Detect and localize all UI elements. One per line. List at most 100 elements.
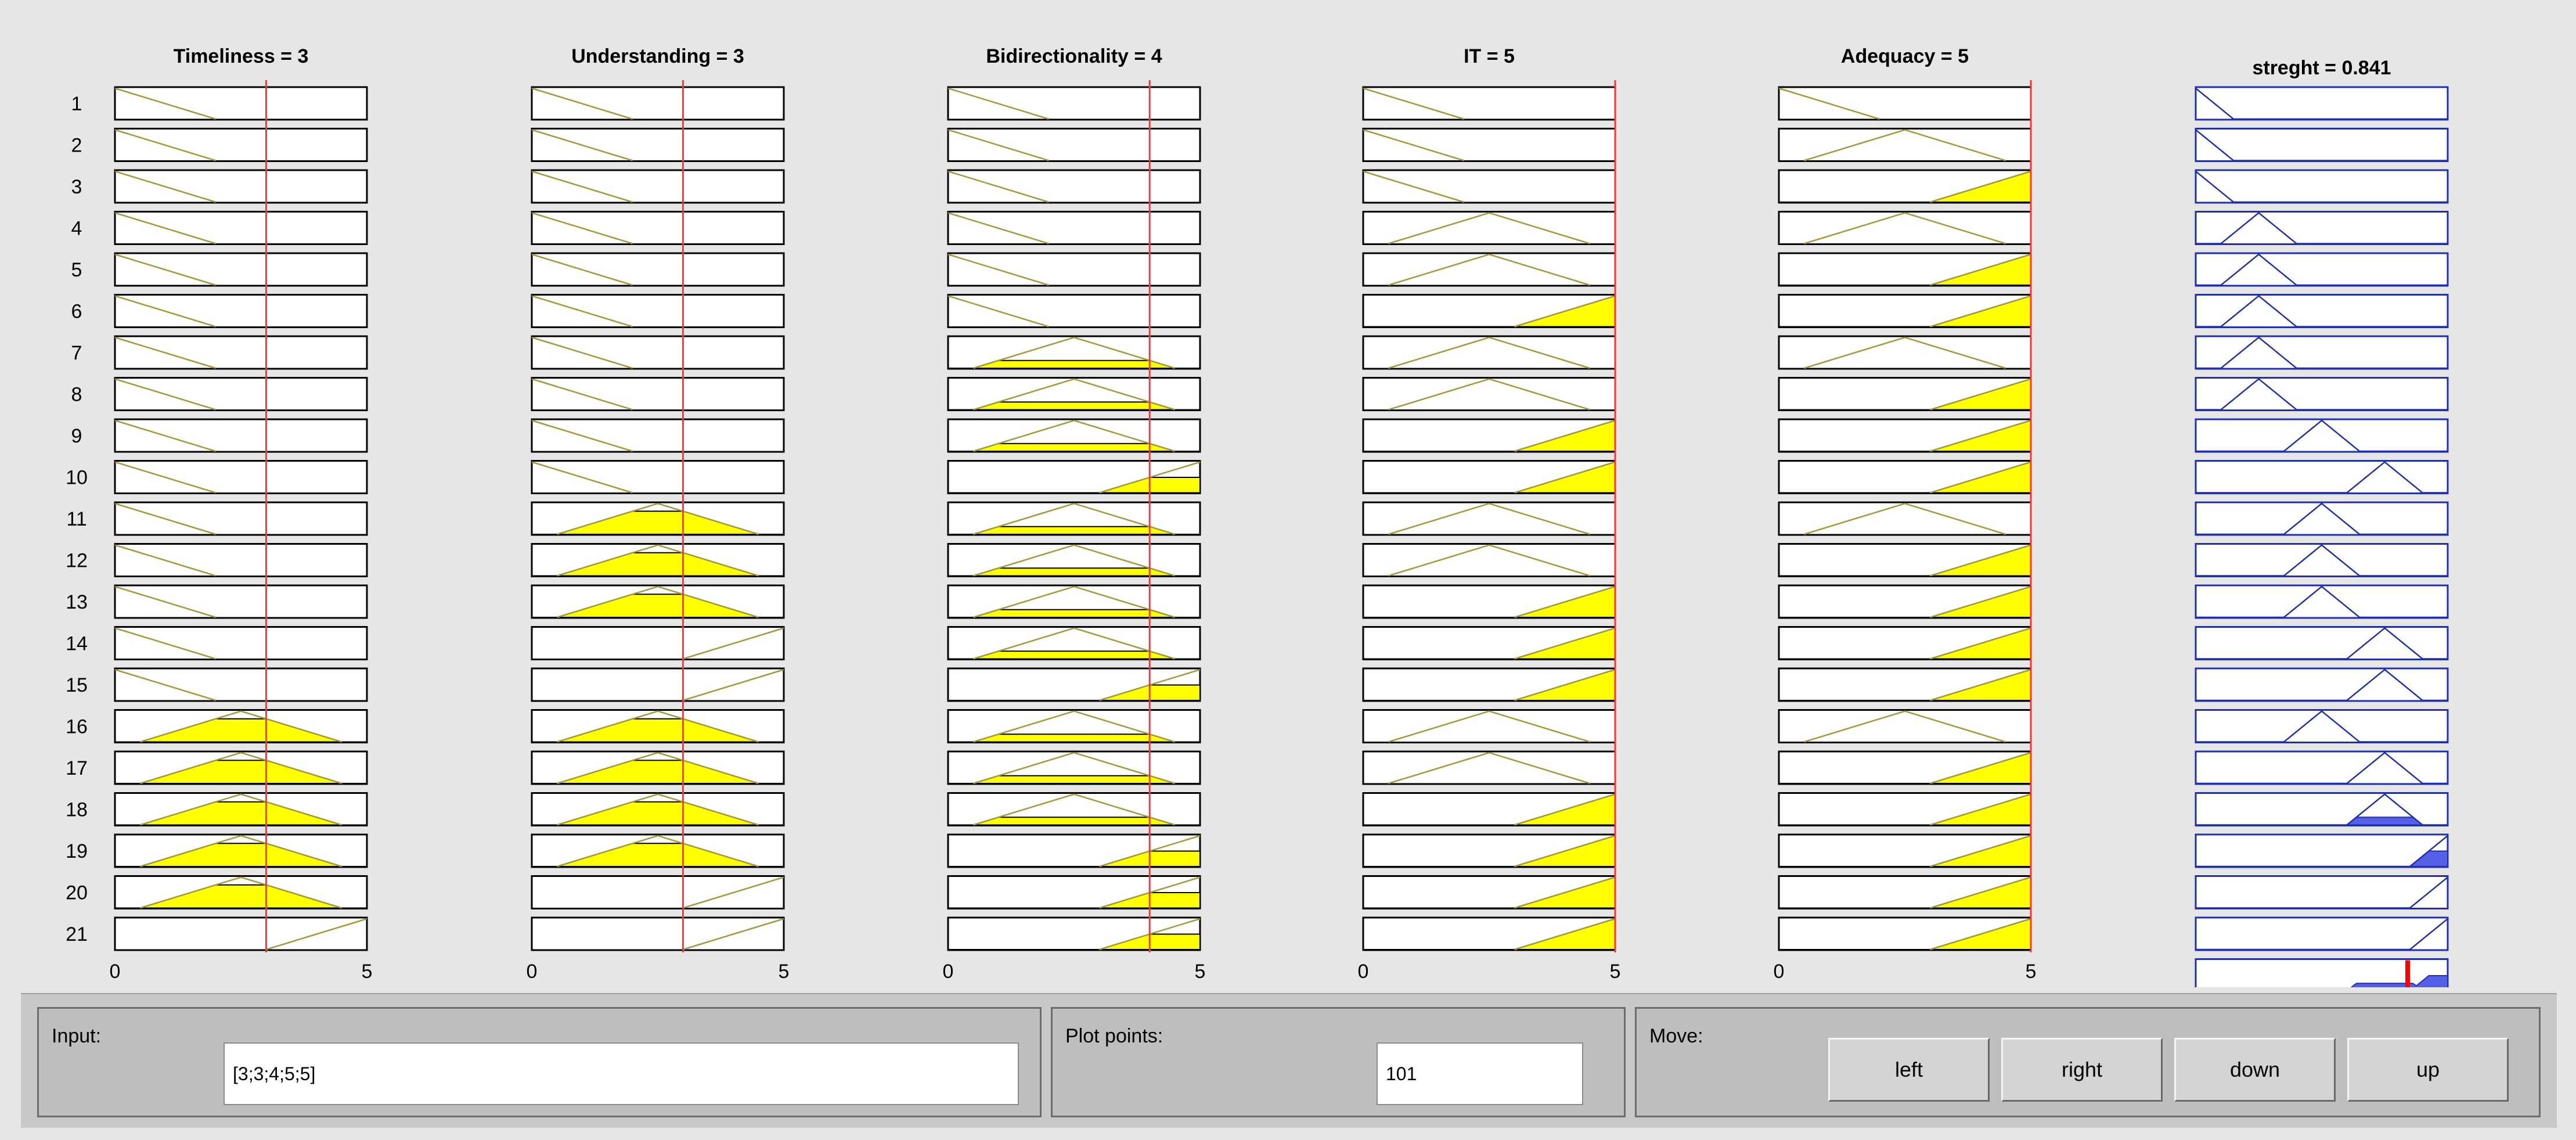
mf-curve bbox=[1363, 170, 1464, 203]
mf-curve bbox=[1930, 751, 2031, 785]
row-label: 16 bbox=[66, 716, 88, 738]
output-mf-box bbox=[2195, 667, 2449, 702]
move-right-button[interactable]: right bbox=[2001, 1038, 2163, 1102]
rule-mf-box bbox=[531, 294, 785, 328]
rule-mf-box bbox=[114, 294, 368, 328]
move-left-button[interactable]: left bbox=[1828, 1038, 1990, 1102]
mf-curve bbox=[557, 710, 759, 743]
mf-curve bbox=[683, 668, 784, 702]
output-mf-box bbox=[2195, 460, 2449, 494]
mf-curve bbox=[973, 419, 1175, 452]
rule-mf-box bbox=[531, 667, 785, 702]
output-mf-box bbox=[2195, 584, 2449, 619]
column-title: Adequacy = 5 bbox=[1841, 45, 1969, 67]
mf-curve bbox=[973, 502, 1175, 535]
rule-mf-box bbox=[1362, 128, 1616, 162]
mf-curve bbox=[1930, 876, 2031, 909]
move-panel: Move: left right down up bbox=[1635, 1007, 2541, 1117]
output-mf-curve bbox=[2196, 627, 2448, 660]
rule-mf-box bbox=[947, 169, 1201, 204]
rule-mf-box bbox=[1778, 86, 2032, 121]
mf-curve bbox=[683, 627, 784, 660]
mf-curve bbox=[973, 378, 1175, 411]
mf-curve bbox=[557, 835, 759, 868]
output-mf-curve bbox=[2196, 876, 2448, 909]
rule-mf-box bbox=[114, 626, 368, 660]
rule-mf-box bbox=[114, 86, 368, 121]
axis-tick-min: 0 bbox=[527, 961, 538, 983]
mf-curve bbox=[531, 87, 633, 120]
output-mf-curve bbox=[2196, 336, 2448, 369]
rule-mf-box bbox=[947, 294, 1201, 328]
mf-curve bbox=[1930, 544, 2031, 577]
row-label: 8 bbox=[71, 384, 82, 406]
mf-curve bbox=[683, 876, 784, 909]
rule-mf-box bbox=[531, 128, 785, 162]
rule-mf-box bbox=[114, 377, 368, 411]
mf-curve bbox=[266, 918, 368, 951]
output-mf-box bbox=[2195, 750, 2449, 785]
rule-mf-box bbox=[531, 86, 785, 121]
mf-curve bbox=[1388, 751, 1590, 785]
move-up-button[interactable]: up bbox=[2347, 1038, 2509, 1102]
rule-mf-box bbox=[114, 211, 368, 245]
mf-curve bbox=[1514, 295, 1616, 328]
mf-curve bbox=[1388, 378, 1590, 411]
rule-mf-box bbox=[114, 335, 368, 370]
mf-curve bbox=[114, 502, 216, 535]
mf-curve bbox=[557, 544, 759, 577]
row-label: 20 bbox=[66, 882, 88, 904]
mf-curve bbox=[114, 419, 216, 452]
axis-tick-max: 5 bbox=[2026, 961, 2037, 983]
output-mf-curve bbox=[2196, 668, 2448, 702]
mf-curve bbox=[1514, 793, 1616, 826]
move-down-button[interactable]: down bbox=[2174, 1038, 2336, 1102]
row-label: 1 bbox=[71, 93, 82, 115]
mf-curve bbox=[1514, 461, 1616, 494]
output-mf-curve bbox=[2196, 461, 2448, 494]
rule-mf-box bbox=[114, 252, 368, 287]
rule-mf-box bbox=[114, 916, 368, 951]
output-mf-curve bbox=[2195, 88, 2448, 120]
mf-curve bbox=[1388, 710, 1590, 743]
output-mf-curve bbox=[2196, 419, 2448, 452]
axis-tick-max: 5 bbox=[1610, 961, 1621, 983]
mf-curve bbox=[114, 544, 216, 577]
mf-curve bbox=[531, 212, 633, 244]
row-label: 7 bbox=[71, 342, 82, 364]
rule-mf-box bbox=[114, 584, 368, 619]
rule-plot-area: Timeliness = 3 Understanding = 3 Bidirecti… bbox=[66, 45, 2449, 987]
mf-curve bbox=[140, 793, 342, 826]
rule-mf-box bbox=[531, 875, 785, 909]
output-mf-box bbox=[2195, 418, 2449, 453]
mf-curve bbox=[973, 751, 1175, 785]
mf-curve bbox=[1388, 502, 1590, 535]
row-label: 17 bbox=[66, 757, 88, 779]
output-mf-box bbox=[2195, 377, 2449, 411]
mf-curve bbox=[114, 212, 216, 244]
mf-curve bbox=[1514, 668, 1616, 702]
row-label: 9 bbox=[71, 425, 82, 447]
input-field[interactable] bbox=[224, 1042, 1019, 1105]
rule-mf-box bbox=[947, 211, 1201, 245]
axis-tick-max: 5 bbox=[779, 961, 790, 983]
output-mf-curve bbox=[2196, 502, 2448, 535]
output-mf-box bbox=[2195, 252, 2449, 287]
mf-curve bbox=[1514, 419, 1616, 452]
rule-mf-box bbox=[114, 169, 368, 204]
output-mf-box bbox=[2195, 501, 2449, 536]
output-mf-curve bbox=[2196, 294, 2448, 328]
plot-points-label: Plot points: bbox=[1065, 1025, 1163, 1047]
output-mf-curve bbox=[2196, 710, 2448, 743]
mf-curve bbox=[140, 751, 342, 785]
mf-curve bbox=[1930, 295, 2031, 328]
row-label: 12 bbox=[66, 550, 88, 572]
move-label: Move: bbox=[1649, 1025, 1703, 1047]
output-mf-curve bbox=[2196, 793, 2448, 826]
mf-curve bbox=[1388, 544, 1590, 577]
mf-curve bbox=[114, 627, 216, 660]
row-label: 10 bbox=[66, 467, 88, 489]
plot-points-field[interactable] bbox=[1377, 1042, 1583, 1105]
mf-curve bbox=[531, 419, 633, 452]
mf-curve bbox=[140, 710, 342, 743]
